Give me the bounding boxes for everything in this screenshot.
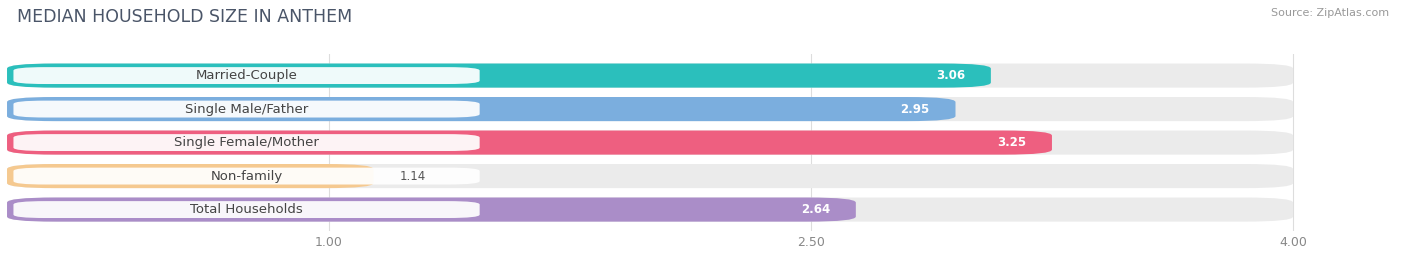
Text: 3.06: 3.06 bbox=[936, 69, 965, 82]
FancyBboxPatch shape bbox=[14, 168, 479, 185]
FancyBboxPatch shape bbox=[7, 97, 1294, 121]
FancyBboxPatch shape bbox=[7, 130, 1294, 155]
Text: Single Male/Father: Single Male/Father bbox=[186, 102, 308, 116]
FancyBboxPatch shape bbox=[7, 97, 956, 121]
FancyBboxPatch shape bbox=[7, 63, 1294, 88]
FancyBboxPatch shape bbox=[14, 201, 479, 218]
Text: MEDIAN HOUSEHOLD SIZE IN ANTHEM: MEDIAN HOUSEHOLD SIZE IN ANTHEM bbox=[17, 8, 352, 26]
Text: Single Female/Mother: Single Female/Mother bbox=[174, 136, 319, 149]
FancyBboxPatch shape bbox=[7, 197, 856, 222]
Text: Non-family: Non-family bbox=[211, 169, 283, 183]
FancyBboxPatch shape bbox=[14, 67, 479, 84]
FancyBboxPatch shape bbox=[7, 197, 1294, 222]
Text: Married-Couple: Married-Couple bbox=[195, 69, 298, 82]
FancyBboxPatch shape bbox=[14, 134, 479, 151]
FancyBboxPatch shape bbox=[7, 164, 374, 188]
Text: Total Households: Total Households bbox=[190, 203, 302, 216]
FancyBboxPatch shape bbox=[7, 164, 1294, 188]
Text: 1.14: 1.14 bbox=[399, 169, 426, 183]
FancyBboxPatch shape bbox=[7, 130, 1052, 155]
Text: 2.95: 2.95 bbox=[900, 102, 929, 116]
FancyBboxPatch shape bbox=[7, 63, 991, 88]
Text: Source: ZipAtlas.com: Source: ZipAtlas.com bbox=[1271, 8, 1389, 18]
FancyBboxPatch shape bbox=[14, 101, 479, 118]
Text: 3.25: 3.25 bbox=[997, 136, 1026, 149]
Text: 2.64: 2.64 bbox=[801, 203, 830, 216]
